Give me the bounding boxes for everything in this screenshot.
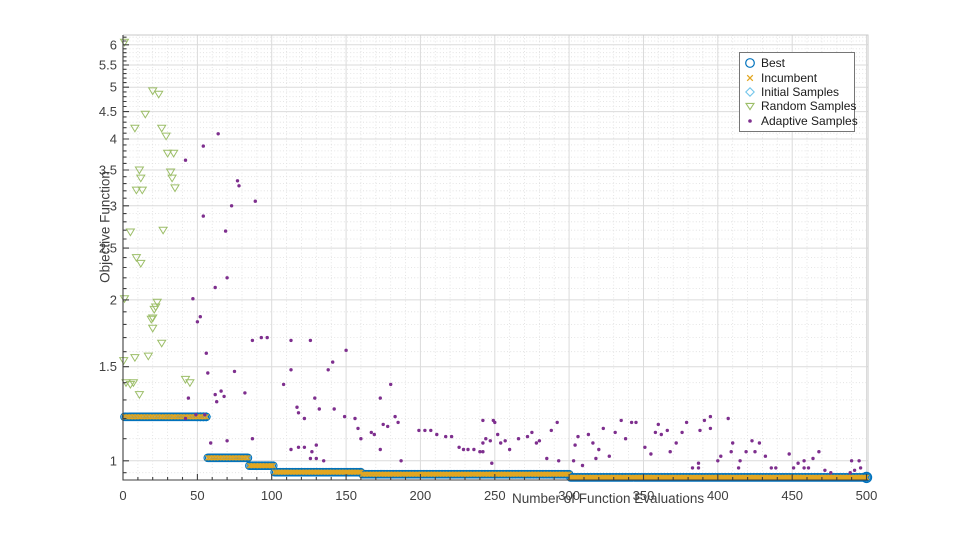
svg-text:500: 500 xyxy=(856,488,878,503)
x-tick-labels: 0 50 100 150 200 250 300 350 400 450 500 xyxy=(119,488,877,503)
legend-label-initial-samples: Initial Samples xyxy=(761,84,840,99)
initial-samples-diamond-icon xyxy=(744,86,761,98)
adaptive-samples-series xyxy=(183,132,863,475)
random-samples-series xyxy=(118,38,195,400)
legend-item-random-samples: Random Samples xyxy=(744,99,856,113)
y-axis-label: Objective Function xyxy=(97,171,113,283)
svg-text:2: 2 xyxy=(110,292,117,307)
adaptive-samples-dot-icon xyxy=(744,115,761,127)
svg-text:400: 400 xyxy=(707,488,729,503)
svg-text:3.5: 3.5 xyxy=(99,163,117,178)
y-tick-labels: 1 1.5 2 2.5 3 3.5 4 4.5 5 5.5 6 xyxy=(99,37,117,468)
svg-text:5.5: 5.5 xyxy=(99,58,117,73)
svg-text:3: 3 xyxy=(110,198,117,213)
legend-label-incumbent: Incumbent xyxy=(761,70,818,85)
svg-text:5: 5 xyxy=(110,80,117,95)
svg-text:4: 4 xyxy=(110,132,117,147)
svg-text:250: 250 xyxy=(484,488,506,503)
legend: Best Incumbent Initial Samples Random Sa… xyxy=(739,52,858,132)
legend-item-incumbent: Incumbent xyxy=(744,70,849,85)
svg-text:1: 1 xyxy=(110,453,117,468)
legend-item-adaptive-samples: Adaptive Samples xyxy=(744,114,858,128)
plot-border xyxy=(123,34,869,480)
axis-spines-and-ticks xyxy=(122,35,868,481)
svg-text:200: 200 xyxy=(410,488,432,503)
svg-text:450: 450 xyxy=(781,488,803,503)
svg-text:1.5: 1.5 xyxy=(99,359,117,374)
x-axis-label: Number of Function Evaluations xyxy=(512,491,705,506)
svg-text:300: 300 xyxy=(558,488,580,503)
svg-text:100: 100 xyxy=(261,488,283,503)
legend-item-initial-samples: Initial Samples xyxy=(744,85,849,99)
legend-label-random-samples: Random Samples xyxy=(761,99,857,114)
legend-label-adaptive-samples: Adaptive Samples xyxy=(761,113,858,128)
incumbent-series xyxy=(121,413,870,481)
legend-item-best: Best xyxy=(744,56,849,70)
random-samples-triangle-icon xyxy=(744,100,761,112)
svg-text:0: 0 xyxy=(119,488,126,503)
incumbent-x-icon xyxy=(744,72,761,84)
best-circle-icon xyxy=(744,57,761,69)
svg-text:50: 50 xyxy=(190,488,204,503)
svg-text:350: 350 xyxy=(633,488,655,503)
svg-text:150: 150 xyxy=(335,488,357,503)
major-gridlines xyxy=(123,35,868,480)
svg-text:2.5: 2.5 xyxy=(99,241,117,256)
legend-label-best: Best xyxy=(761,56,786,71)
svg-text:4.5: 4.5 xyxy=(99,104,117,119)
svg-text:6: 6 xyxy=(110,37,117,52)
